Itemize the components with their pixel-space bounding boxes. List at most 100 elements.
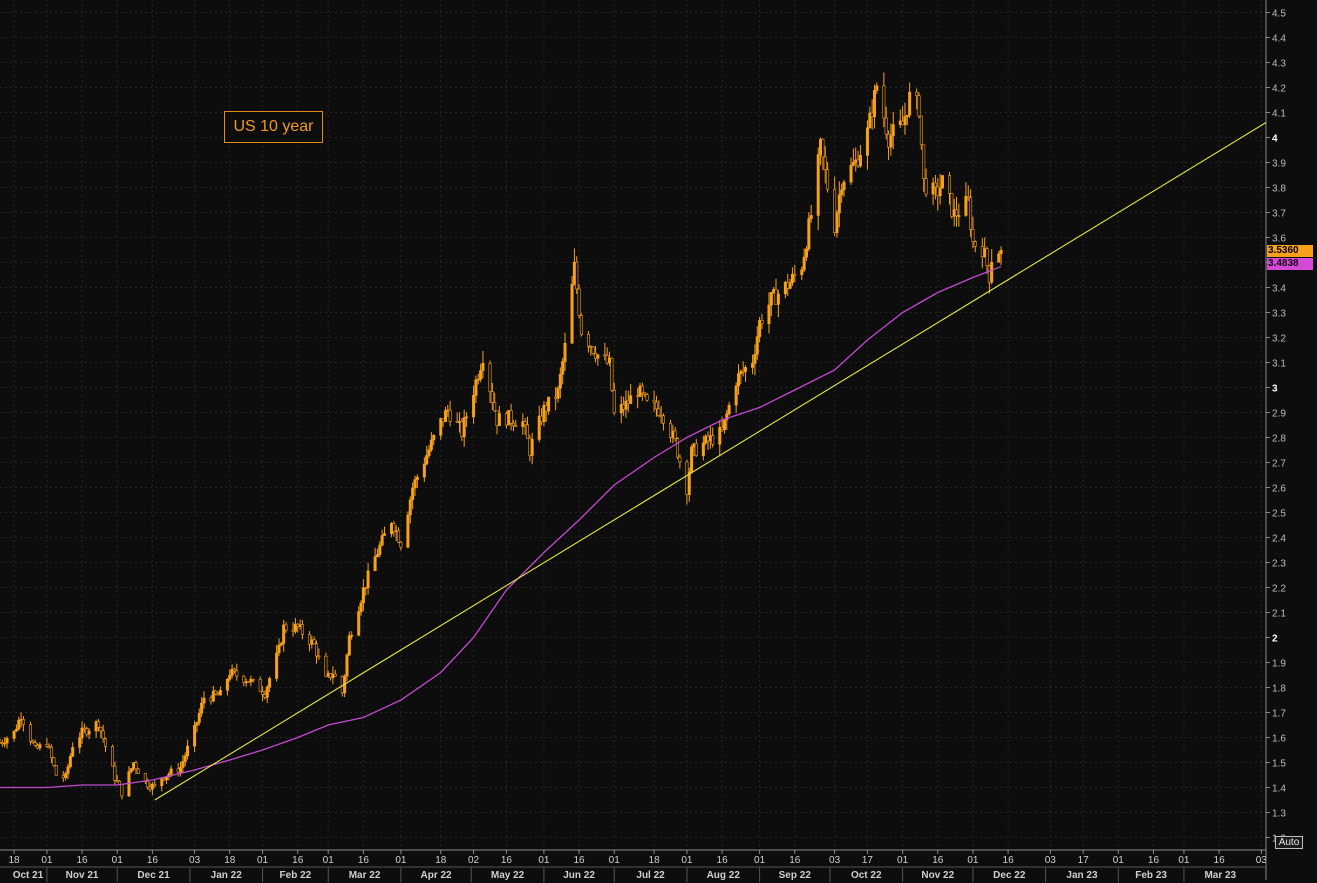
candle-body — [673, 430, 677, 439]
candle-body — [924, 178, 928, 195]
candle-body — [50, 746, 54, 759]
candle-body — [973, 241, 977, 247]
candle-body — [540, 415, 544, 423]
candle-body — [242, 675, 246, 683]
candle-body — [300, 624, 304, 635]
y-tick-label: 2.6 — [1272, 484, 1286, 495]
candle-body — [21, 719, 25, 725]
candle-body — [425, 455, 429, 465]
candle-body — [940, 175, 944, 189]
candle-body — [390, 523, 394, 534]
candle-body — [561, 361, 565, 375]
candle-body — [14, 728, 18, 732]
candle-body — [870, 112, 874, 118]
month-label: May 22 — [491, 870, 525, 881]
candle-body — [547, 396, 551, 412]
y-tick-label: 4.1 — [1272, 109, 1286, 120]
x-tick-label: 03 — [189, 855, 201, 866]
candle-body — [5, 738, 9, 744]
x-tick-label: 01 — [323, 855, 335, 866]
y-tick-label: 2.2 — [1272, 584, 1286, 595]
candle-body — [579, 315, 583, 335]
x-tick-label: 01 — [967, 855, 979, 866]
candle-body — [957, 215, 961, 217]
candle-body — [938, 187, 942, 197]
candle-body — [851, 162, 855, 166]
candle-body — [361, 587, 365, 604]
candle-body — [52, 757, 56, 766]
candle-body — [645, 394, 649, 401]
candle-body — [268, 678, 272, 688]
candle-body — [833, 188, 837, 233]
candle-body — [816, 154, 820, 216]
candle-body — [251, 678, 255, 681]
candle-body — [826, 169, 830, 190]
candle-body — [776, 293, 780, 305]
candle-body — [802, 256, 806, 271]
candle-body — [36, 745, 40, 749]
candle-body — [692, 443, 696, 448]
candle-body — [511, 422, 515, 426]
candle-body — [462, 417, 466, 437]
candle-body — [837, 194, 841, 214]
candle-body — [282, 624, 286, 644]
candle-body — [202, 697, 206, 704]
candle-body — [882, 85, 886, 119]
candle-body — [596, 354, 600, 359]
candle-body — [495, 410, 499, 426]
x-tick-label: 16 — [292, 855, 304, 866]
candle-body — [654, 401, 658, 410]
candle-body — [115, 780, 119, 782]
candle-body — [990, 261, 994, 283]
auto-scale-button[interactable]: Auto — [1275, 836, 1303, 849]
candle-body — [783, 281, 787, 295]
candle-body — [788, 282, 792, 289]
candle-body — [966, 196, 970, 199]
y-tick-label: 3.4 — [1272, 284, 1286, 295]
y-tick-label: 2.1 — [1272, 609, 1286, 620]
candle-body — [786, 281, 790, 289]
candle-body — [244, 681, 248, 683]
candle-body — [891, 124, 895, 137]
month-label: Feb 23 — [1135, 870, 1167, 881]
month-label: Jul 22 — [636, 870, 665, 881]
candle-body — [704, 435, 708, 444]
month-label: Nov 21 — [66, 870, 99, 881]
candle-body — [380, 535, 384, 546]
candle-body — [629, 395, 633, 404]
candle-body — [706, 435, 710, 442]
candle-body — [933, 182, 937, 188]
candle-body — [804, 248, 808, 258]
y-tick-label: 4.5 — [1272, 9, 1286, 20]
candle-body — [66, 766, 70, 774]
candle-body — [868, 112, 872, 129]
month-label: Jan 23 — [1066, 870, 1098, 881]
candle-body — [443, 410, 447, 422]
candle-body — [429, 439, 433, 450]
candle-body — [68, 755, 72, 768]
candle-body — [357, 611, 361, 636]
candle-body — [99, 726, 103, 732]
candle-body — [345, 654, 349, 677]
candle-body — [120, 784, 124, 797]
candle-body — [113, 765, 117, 781]
candle-body — [671, 430, 675, 438]
candle-body — [411, 487, 415, 501]
candle-body — [160, 778, 164, 786]
candle-body — [563, 342, 567, 362]
y-tick-label: 4.4 — [1272, 34, 1286, 45]
candle-body — [589, 346, 593, 348]
candle-body — [479, 370, 483, 380]
candle-body — [774, 289, 778, 305]
candle-body — [225, 678, 229, 691]
candle-body — [80, 727, 84, 739]
candle-body — [333, 673, 337, 677]
y-tick-label: 3 — [1272, 384, 1278, 395]
candle-body — [211, 690, 215, 702]
candle-body — [572, 261, 576, 285]
candle-body — [317, 655, 321, 658]
candle-body — [465, 416, 469, 419]
candle-body — [504, 413, 508, 426]
candle-body — [507, 410, 511, 426]
